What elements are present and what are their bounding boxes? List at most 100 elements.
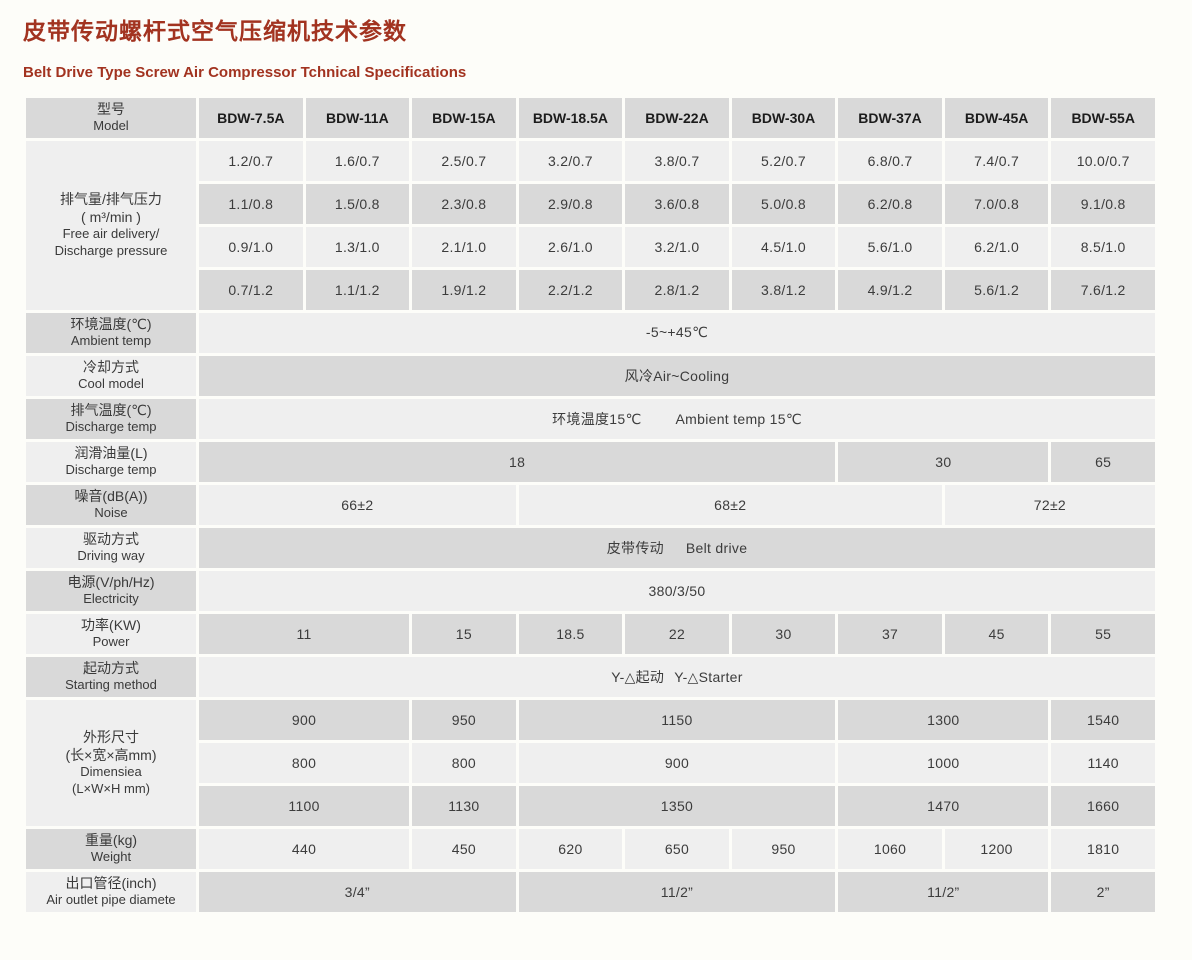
fad-cell: 0.7/1.2 <box>199 269 303 310</box>
pipe-label: 出口管径(inch) Air outlet pipe diamete <box>26 871 196 912</box>
cool-model-label-zh: 冷却方式 <box>83 359 139 376</box>
weight-value: 1060 <box>838 828 942 869</box>
weight-row: 重量(kg) Weight 440 450 620 650 950 1060 1… <box>26 828 1155 869</box>
pipe-label-en: Air outlet pipe diamete <box>46 892 176 908</box>
weight-label: 重量(kg) Weight <box>26 828 196 869</box>
fad-label-en1: Free air delivery/ <box>62 226 160 242</box>
page-subtitle: Belt Drive Type Screw Air Compressor Tch… <box>23 63 467 81</box>
fad-cell: 6.8/0.7 <box>838 140 942 181</box>
electricity-label-en: Electricity <box>83 591 139 607</box>
dimensions-label: 外形尺寸 (长×宽×高mm) Dimensiea (L×W×H mm) <box>26 699 196 826</box>
fad-cell: 1.6/0.7 <box>305 140 410 181</box>
fad-cell: 2.5/0.7 <box>412 140 516 181</box>
fad-cell: 9.1/0.8 <box>1051 183 1155 224</box>
discharge-temp-label-zh: 排气温度(℃) <box>70 402 152 419</box>
power-label-zh: 功率(KW) <box>81 617 141 634</box>
weight-value: 440 <box>199 828 410 869</box>
ambient-temp-label-zh: 环境温度(℃) <box>70 316 152 333</box>
noise-value: 66±2 <box>199 484 516 525</box>
driving-way-row: 驱动方式 Driving way 皮带传动 Belt drive <box>26 527 1155 568</box>
dimensions-row-3: 1100 1130 1350 1470 1660 <box>26 785 1155 826</box>
electricity-row: 电源(V/ph/Hz) Electricity 380/3/50 <box>26 570 1155 611</box>
discharge-temp-value-en: Ambient temp 15℃ <box>675 410 802 427</box>
spec-sheet-page: 皮带传动螺杆式空气压缩机技术参数 Belt Drive Type Screw A… <box>23 18 1155 912</box>
model-header-cell: BDW-55A <box>1051 97 1155 138</box>
model-header-cell: BDW-22A <box>625 97 729 138</box>
fad-cell: 6.2/1.0 <box>944 226 1049 267</box>
discharge-temp-row: 排气温度(℃) Discharge temp 环境温度15℃ Ambient te… <box>26 398 1155 439</box>
electricity-label: 电源(V/ph/Hz) Electricity <box>26 570 196 611</box>
model-header-label: 型号 Model <box>26 97 196 138</box>
model-header-label-zh: 型号 <box>97 101 125 118</box>
fad-cell: 1.9/1.2 <box>412 269 516 310</box>
fad-cell: 3.6/0.8 <box>625 183 729 224</box>
fad-cell: 8.5/1.0 <box>1051 226 1155 267</box>
fad-cell: 4.9/1.2 <box>838 269 942 310</box>
pipe-value: 2” <box>1051 871 1155 912</box>
fad-cell: 4.5/1.0 <box>731 226 836 267</box>
lubricant-label-en: Discharge temp <box>65 462 157 478</box>
model-header-cell: BDW-30A <box>731 97 836 138</box>
lubricant-label: 润滑油量(L) Discharge temp <box>26 441 196 482</box>
weight-value: 650 <box>625 828 729 869</box>
weight-value: 450 <box>412 828 516 869</box>
fad-cell: 5.0/0.8 <box>731 183 836 224</box>
fad-cell: 7.0/0.8 <box>944 183 1049 224</box>
fad-cell: 1.5/0.8 <box>305 183 410 224</box>
fad-cell: 5.2/0.7 <box>731 140 836 181</box>
dimension-cell: 1000 <box>838 742 1049 783</box>
driving-way-label: 驱动方式 Driving way <box>26 527 196 568</box>
pipe-value: 11/2” <box>518 871 836 912</box>
starting-method-label-zh: 起动方式 <box>83 660 139 677</box>
starting-method-value-en: Y-△Starter <box>674 668 743 685</box>
driving-way-value: 皮带传动 Belt drive <box>199 527 1155 568</box>
model-header-cell: BDW-15A <box>412 97 516 138</box>
fad-cell: 2.8/1.2 <box>625 269 729 310</box>
weight-value: 620 <box>518 828 623 869</box>
starting-method-label: 起动方式 Starting method <box>26 656 196 697</box>
starting-method-row: 起动方式 Starting method Y-△起动 Y-△Starter <box>26 656 1155 697</box>
power-label-en: Power <box>92 634 130 650</box>
driving-way-value-en: Belt drive <box>685 539 748 556</box>
weight-value: 1810 <box>1051 828 1155 869</box>
fad-label-en2: Discharge pressure <box>54 243 168 259</box>
model-header-cell: BDW-7.5A <box>199 97 303 138</box>
header-row: 型号 Model BDW-7.5A BDW-11A BDW-15A BDW-18… <box>26 97 1155 138</box>
fad-cell: 1.2/0.7 <box>199 140 303 181</box>
fad-label-zh: 排气量/排气压力 <box>60 191 162 208</box>
fad-cell: 3.8/1.2 <box>731 269 836 310</box>
fad-row-4: 0.7/1.2 1.1/1.2 1.9/1.2 2.2/1.2 2.8/1.2 … <box>26 269 1155 310</box>
fad-row-label: 排气量/排气压力 ( m³/min ) Free air delivery/ D… <box>26 140 196 310</box>
dimension-cell: 1150 <box>518 699 836 740</box>
discharge-temp-value-zh: 环境温度15℃ <box>552 410 642 427</box>
dimension-cell: 900 <box>518 742 836 783</box>
power-value: 37 <box>838 613 942 654</box>
dimensions-label-en: Dimensiea <box>80 763 142 779</box>
dimensions-row-2: 800 800 900 1000 1140 <box>26 742 1155 783</box>
model-header-label-en: Model <box>93 118 129 134</box>
dimensions-row-1: 外形尺寸 (长×宽×高mm) Dimensiea (L×W×H mm) 900 … <box>26 699 1155 826</box>
dimension-cell: 950 <box>412 699 516 740</box>
model-header-cell: BDW-18.5A <box>518 97 623 138</box>
fad-cell: 3.2/1.0 <box>625 226 729 267</box>
weight-value: 1200 <box>944 828 1049 869</box>
fad-cell: 2.9/0.8 <box>518 183 623 224</box>
fad-cell: 2.6/1.0 <box>518 226 623 267</box>
starting-method-value: Y-△起动 Y-△Starter <box>199 656 1155 697</box>
cool-model-label: 冷却方式 Cool model <box>26 355 196 396</box>
fad-cell: 3.8/0.7 <box>625 140 729 181</box>
noise-value: 72±2 <box>944 484 1155 525</box>
power-value: 18.5 <box>518 613 623 654</box>
cool-model-row: 冷却方式 Cool model 风冷Air~Cooling <box>26 355 1155 396</box>
power-label: 功率(KW) Power <box>26 613 196 654</box>
lubricant-row: 润滑油量(L) Discharge temp 18 30 65 <box>26 441 1155 482</box>
dimensions-label-zh2: (长×宽×高mm) <box>65 746 157 763</box>
cool-model-value: 风冷Air~Cooling <box>199 355 1155 396</box>
dimension-cell: 800 <box>199 742 410 783</box>
driving-way-label-zh: 驱动方式 <box>83 531 139 548</box>
fad-cell: 0.9/1.0 <box>199 226 303 267</box>
starting-method-label-en: Starting method <box>65 677 157 693</box>
discharge-temp-value: 环境温度15℃ Ambient temp 15℃ <box>199 398 1155 439</box>
pipe-label-zh: 出口管径(inch) <box>65 875 157 892</box>
discharge-temp-label-en: Discharge temp <box>65 419 157 435</box>
